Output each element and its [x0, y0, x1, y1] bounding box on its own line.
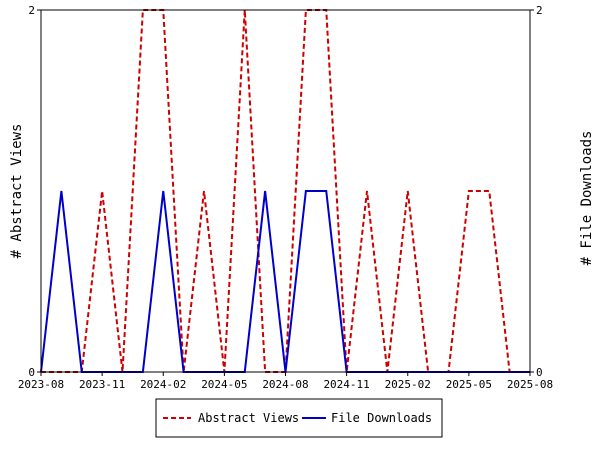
- legend: Abstract Views File Downloads: [155, 398, 443, 438]
- legend-label-abstract-views: Abstract Views: [198, 411, 299, 425]
- x-tick-label: 2024-11: [323, 378, 369, 391]
- y-left-tick-label: 2: [28, 4, 35, 17]
- x-tick-label: 2023-08: [18, 378, 64, 391]
- series-line-file-downloads: [40, 190, 530, 373]
- x-tick-label: 2025-08: [507, 378, 553, 391]
- y-axis-right-title: # File Downloads: [579, 131, 595, 266]
- plot-marks: [40, 9, 530, 373]
- legend-box: [155, 398, 443, 438]
- legend-label-file-downloads: File Downloads: [331, 411, 432, 425]
- axis-ticks: 2023-08 2023-11 2024-02 2024-05 2024-08 2024-…: [18, 4, 553, 391]
- y-right-tick-label: 0: [536, 366, 543, 379]
- series-line-abstract-views: [41, 9, 530, 373]
- x-tick-label: 2024-08: [262, 378, 308, 391]
- x-tick-label: 2023-11: [79, 378, 125, 391]
- x-tick-label: 2025-05: [446, 378, 492, 391]
- y-right-tick-label: 2: [536, 4, 543, 17]
- y-left-tick-label: 0: [28, 366, 35, 379]
- x-tick-label: 2025-02: [385, 378, 431, 391]
- plot-frame: [40, 9, 531, 373]
- x-tick-label: 2024-02: [140, 378, 186, 391]
- y-axis-left-title: # Abstract Views: [9, 124, 25, 259]
- x-tick-label: 2024-05: [201, 378, 247, 391]
